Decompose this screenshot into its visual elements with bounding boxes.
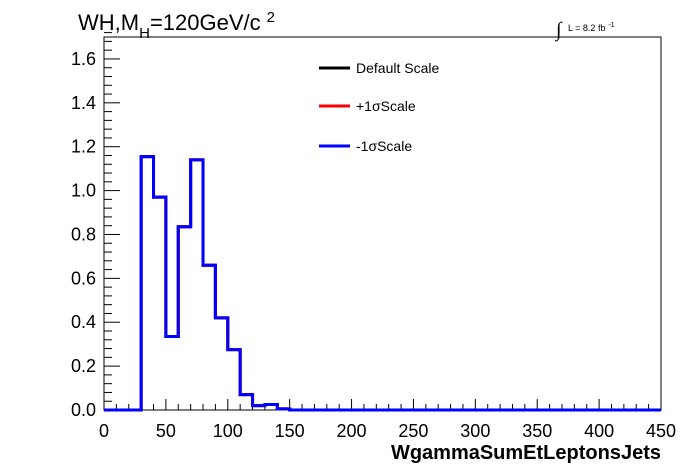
plot-frame: [103, 36, 662, 411]
lumi-label: L = 8.2 fb -1: [568, 22, 615, 33]
y-tick-label: 1.2: [71, 137, 96, 157]
y-tick-label: 1.0: [71, 181, 96, 201]
x-tick-label: 0: [99, 421, 109, 441]
y-tick-label: 0.8: [71, 224, 96, 244]
x-tick-label: 100: [213, 421, 243, 441]
series-group: [104, 155, 661, 412]
legend-label-default: Default Scale: [356, 60, 439, 76]
x-tick-label: 200: [337, 421, 367, 441]
x-tick-label: 400: [584, 421, 614, 441]
y-axis-ticks: 0.0 0.2 0.4 0.6 0.8 1.0 1.2 1.4 1.6: [71, 32, 120, 420]
legend: Default Scale +1σScale -1σScale: [319, 60, 439, 154]
x-tick-label: 50: [156, 421, 176, 441]
legend-label-plus1sigma: +1σScale: [356, 98, 416, 114]
y-tick-label: 0.0: [71, 400, 96, 420]
x-tick-label: 150: [275, 421, 305, 441]
x-tick-label: 250: [398, 421, 428, 441]
title-main: WH,M: [78, 10, 139, 35]
y-tick-label: 1.6: [71, 49, 96, 69]
series-line-plus1sigma: [104, 155, 661, 412]
x-tick-label: 300: [460, 421, 490, 441]
lumi-text: L = 8.2 fb: [568, 23, 605, 33]
x-axis-ticks: 0 50 100 150 200 250 300 350 400 450: [99, 399, 676, 441]
legend-label-minus1sigma: -1σScale: [356, 138, 412, 154]
lumi-superscript: -1: [608, 22, 614, 29]
x-tick-label: 350: [522, 421, 552, 441]
title-subscript: H: [139, 25, 150, 42]
title-rest: =120GeV/c: [150, 10, 261, 35]
x-tick-label: 450: [646, 421, 676, 441]
chart-title: WH,MH=120GeV/c 2: [78, 9, 275, 42]
series-line-minus1sigma: [104, 155, 661, 412]
y-tick-label: 1.4: [71, 93, 96, 113]
y-tick-label: 0.4: [71, 312, 96, 332]
lumi-integral: ∫: [554, 19, 563, 42]
y-tick-label: 0.6: [71, 268, 96, 288]
x-axis-label: WgammaSumEtLeptonsJets: [391, 442, 661, 464]
series-line-default: [104, 155, 661, 412]
y-tick-label: 0.2: [71, 356, 96, 376]
title-superscript: 2: [267, 9, 275, 26]
